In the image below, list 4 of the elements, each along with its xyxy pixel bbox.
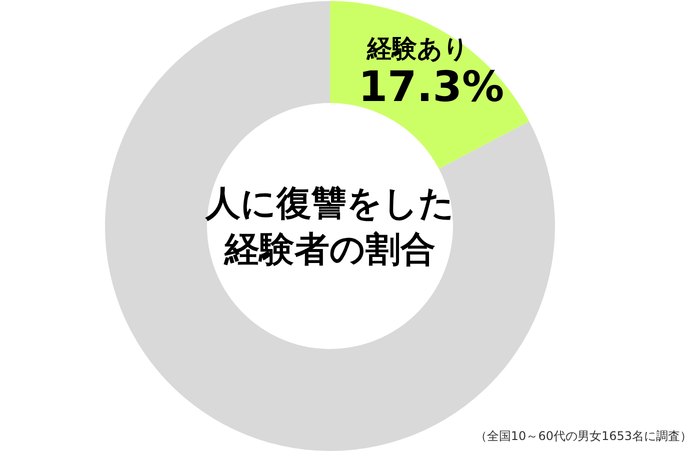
text: （全国10～60代の男女1653名に調査） [474, 429, 692, 443]
data-label: 17.3% [358, 62, 504, 111]
text: 人に復讐をした経験者の割合 [204, 184, 454, 270]
slice-label: 経験あり [366, 34, 470, 63]
